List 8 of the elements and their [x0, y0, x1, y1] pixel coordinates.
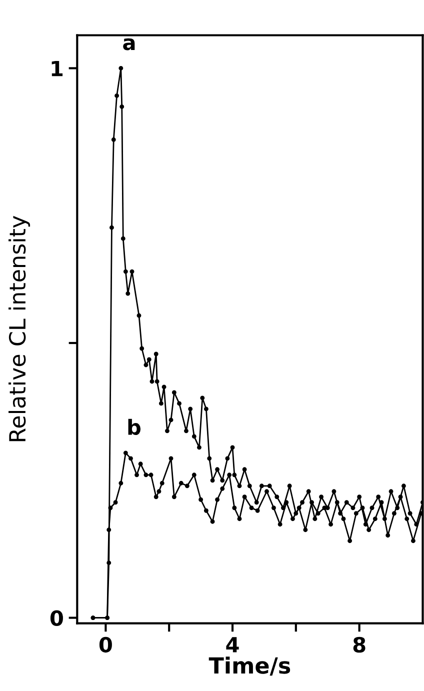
x-tick-label: 0	[99, 636, 112, 653]
y-axis-title: Relative CL intensity	[8, 216, 30, 442]
x-axis-title: Time/s	[208, 656, 290, 676]
x-tick-label: 4	[226, 637, 239, 652]
annotation: b	[128, 418, 141, 435]
annotation: a	[123, 38, 135, 50]
y-tick-label: 1	[52, 60, 63, 76]
x-tick-label: 8	[353, 636, 366, 653]
